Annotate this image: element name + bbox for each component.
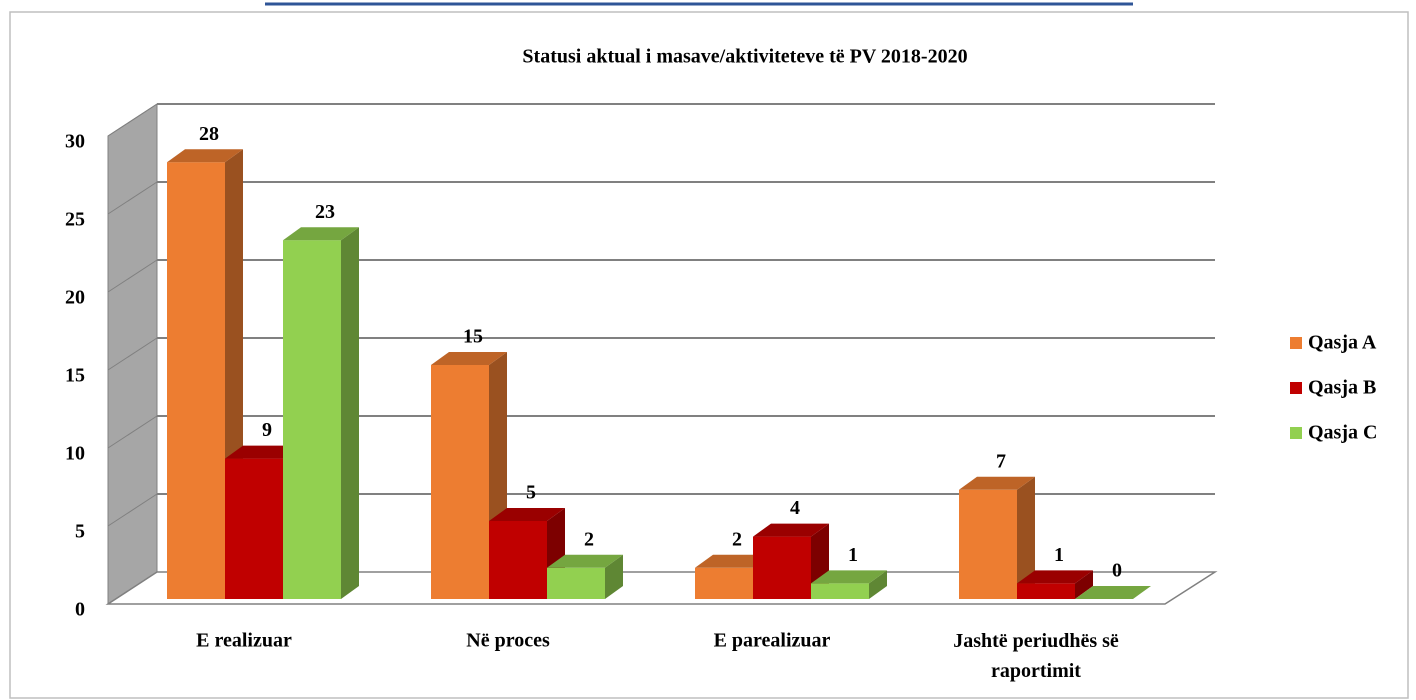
bar-top bbox=[695, 554, 771, 568]
data-label: 23 bbox=[315, 201, 335, 223]
bar-top bbox=[547, 554, 623, 568]
bar-top bbox=[753, 523, 829, 537]
data-label: 15 bbox=[463, 326, 483, 348]
data-label: 2 bbox=[732, 528, 742, 550]
y-tick-label: 0 bbox=[75, 599, 85, 621]
grid-line-side bbox=[107, 181, 158, 215]
bar-side bbox=[869, 570, 887, 599]
data-label: 28 bbox=[199, 123, 219, 145]
x-tick-label-line: Jashtë periudhës së bbox=[953, 630, 1119, 652]
bar bbox=[811, 583, 869, 599]
bar bbox=[283, 240, 341, 599]
grid-line-side bbox=[107, 337, 158, 371]
bar-top bbox=[811, 570, 887, 584]
legend-swatch bbox=[1290, 427, 1302, 439]
bar bbox=[489, 521, 547, 599]
bar-top bbox=[283, 227, 359, 241]
data-label: 1 bbox=[848, 544, 858, 566]
x-tick-label: Në proces bbox=[466, 630, 550, 652]
bar bbox=[695, 567, 753, 599]
legend-label: Qasja A bbox=[1308, 332, 1377, 354]
bar bbox=[959, 489, 1017, 599]
data-label: 4 bbox=[790, 497, 800, 519]
data-label: 7 bbox=[996, 450, 1006, 472]
y-tick-label: 5 bbox=[75, 521, 85, 543]
bar-top bbox=[1075, 586, 1151, 599]
y-tick-label: 20 bbox=[65, 287, 85, 309]
chart-title: Statusi aktual i masave/aktiviteteve të … bbox=[522, 46, 967, 68]
bar-side bbox=[1075, 570, 1093, 599]
bar-side bbox=[605, 554, 623, 599]
y-tick-label: 15 bbox=[65, 365, 85, 387]
data-label: 1 bbox=[1054, 544, 1064, 566]
data-label: 9 bbox=[262, 419, 272, 441]
y-tick-label: 10 bbox=[65, 443, 85, 465]
legend-swatch bbox=[1290, 337, 1302, 349]
bar bbox=[431, 365, 489, 599]
legend-label: Qasja C bbox=[1308, 422, 1377, 444]
x-tick-label: E realizuar bbox=[196, 630, 292, 652]
x-tick-label-line: raportimit bbox=[991, 660, 1081, 682]
bar bbox=[753, 536, 811, 599]
bar-top bbox=[225, 445, 301, 459]
y-tick-label: 30 bbox=[65, 131, 85, 153]
bar-side bbox=[341, 227, 359, 599]
y-tick-label: 25 bbox=[65, 209, 85, 231]
grid-line-side bbox=[107, 259, 158, 293]
bar-side bbox=[1017, 476, 1035, 599]
legend-swatch bbox=[1290, 382, 1302, 394]
grid-line-side bbox=[107, 493, 158, 527]
x-tick-label: E parealizuar bbox=[714, 630, 831, 652]
bar-top bbox=[1017, 570, 1093, 584]
bar-top bbox=[431, 352, 507, 365]
bar bbox=[1017, 583, 1075, 599]
grid-line-side bbox=[107, 415, 158, 449]
data-label: 5 bbox=[526, 482, 536, 504]
x-tick-label: Jashtë periudhës së raportimit bbox=[953, 630, 1119, 682]
data-label: 2 bbox=[584, 528, 594, 550]
grid-line-side bbox=[107, 103, 158, 137]
bar bbox=[167, 162, 225, 599]
bar bbox=[547, 567, 605, 599]
bar-top bbox=[167, 149, 243, 163]
floor bbox=[105, 571, 1218, 605]
bar-top bbox=[959, 476, 1035, 490]
data-label: 0 bbox=[1112, 560, 1122, 582]
bar bbox=[225, 458, 283, 599]
bar-top bbox=[489, 508, 565, 521]
legend-label: Qasja B bbox=[1308, 377, 1376, 399]
